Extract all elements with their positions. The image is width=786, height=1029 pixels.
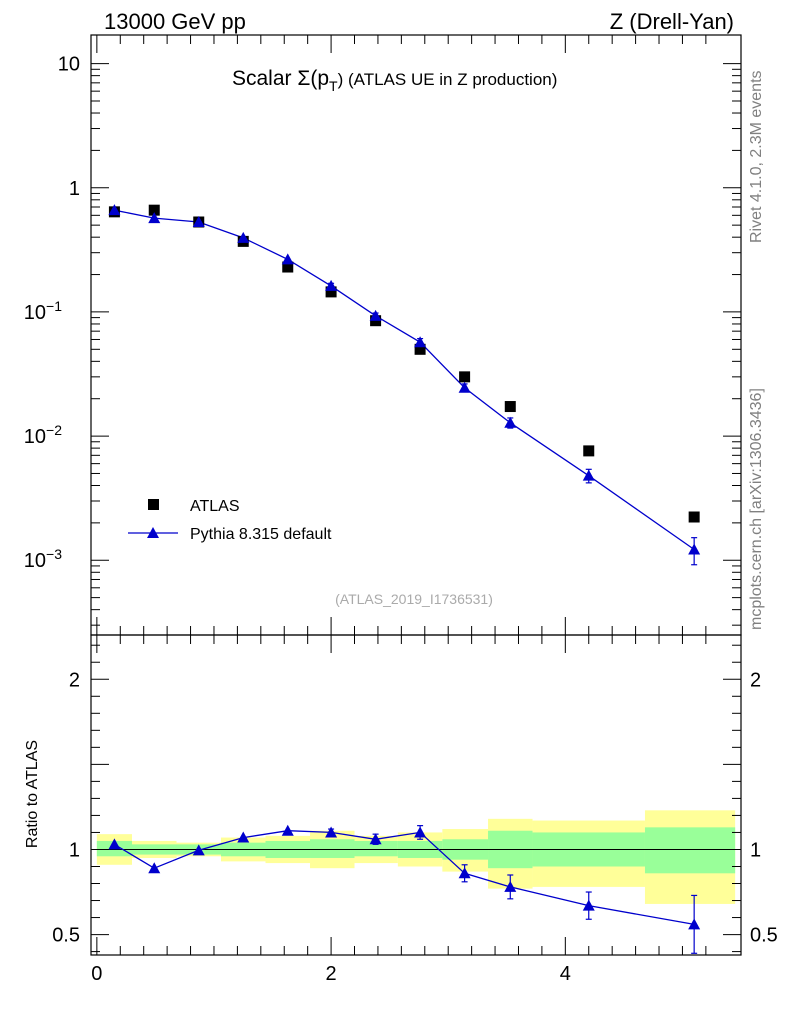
main-title-prefix: Scalar	[232, 67, 297, 90]
uncertainty-band-inner	[310, 839, 355, 858]
ratio-mc-point	[688, 918, 701, 930]
ratio-axis-ticks: 0.5 0.5 1 1 2 2	[52, 635, 778, 955]
x-tick-label: 4	[560, 963, 571, 985]
ratio-ylabel: Ratio to ATLAS	[24, 740, 41, 848]
ratio-bands	[96, 810, 736, 904]
ratio-y-tick-label-left: 0.5	[52, 925, 80, 947]
y-tick-label: 1	[69, 178, 80, 200]
data-point	[688, 511, 700, 523]
ratio-mc-point	[582, 899, 595, 911]
data-point	[583, 445, 595, 457]
ratio-mc-point	[148, 862, 161, 874]
legend-mc-label: Pythia 8.315 default	[190, 526, 332, 543]
mc-point	[237, 231, 250, 243]
ratio-mc-point	[369, 833, 382, 845]
mc-point	[414, 336, 427, 348]
mc-point	[108, 204, 121, 216]
ratio-panel-frame	[90, 634, 742, 956]
rivet-label: Rivet 4.1.0, 2.3M events	[748, 70, 765, 243]
data-point	[414, 343, 426, 355]
ratio-mc-point	[108, 838, 121, 850]
x-tick-labels: 0 2 4	[91, 963, 571, 985]
main-title-sub: T	[329, 78, 338, 94]
ratio-y-tick-label-left: 1	[69, 839, 80, 861]
data-point	[282, 261, 294, 273]
ratio-mc-point	[281, 824, 294, 836]
site-label: mcplots.cern.ch [arXiv:1306.3436]	[748, 388, 765, 630]
uncertainty-band-inner	[644, 827, 736, 874]
mc-point	[582, 469, 595, 481]
main-title-sigma: Σ(p	[297, 67, 329, 90]
ratio-mc-line	[114, 830, 695, 926]
data-point	[325, 286, 337, 298]
ratio-y-tick-label-right: 1	[750, 839, 761, 861]
mc-point	[281, 253, 294, 265]
mc-point	[369, 309, 382, 321]
mc-point	[148, 212, 161, 224]
legend-data-label: ATLAS	[190, 498, 240, 515]
y-tick-label: 10−2	[24, 422, 62, 448]
mc-point	[688, 543, 701, 555]
ratio-y-tick-label-right: 2	[750, 669, 761, 691]
data-point	[504, 401, 516, 413]
mc-point	[192, 216, 205, 228]
ratio-mc-point	[325, 826, 338, 838]
mc-point	[504, 416, 517, 428]
mc-line	[114, 209, 695, 551]
main-title-suffix: ) (ATLAS UE in Z production)	[338, 70, 558, 89]
ratio-mc-point	[414, 826, 427, 838]
ratio-mc-point	[504, 880, 517, 892]
legend-data-marker	[148, 499, 159, 510]
ratio-mc-point	[458, 867, 471, 879]
process-label: Z (Drell-Yan)	[610, 9, 734, 34]
uncertainty-band-inner	[354, 840, 398, 857]
data-point	[148, 204, 160, 216]
main-panel-frame	[90, 34, 742, 636]
mc-point	[325, 279, 338, 291]
ratio-mc-point	[192, 844, 205, 856]
data-point	[459, 371, 471, 383]
y-tick-label: 10	[58, 54, 80, 76]
main-title: Scalar Σ(pT) (ATLAS UE in Z production)	[232, 67, 557, 94]
mc-point	[458, 381, 471, 393]
ratio-y-tick-label-left: 2	[69, 669, 80, 691]
ratio-y-tick-label-right: 0.5	[750, 925, 778, 947]
analysis-id: (ATLAS_2019_I1736531)	[335, 591, 493, 607]
x-tick-label: 2	[326, 963, 337, 985]
y-tick-label: 10−3	[24, 546, 62, 572]
y-tick-label: 10−1	[24, 298, 62, 324]
legend-mc-marker	[147, 527, 159, 538]
main-panel-marks	[108, 204, 701, 566]
energy-label: 13000 GeV pp	[104, 9, 246, 34]
ratio-panel-marks	[91, 824, 741, 954]
ratio-mc-point	[237, 831, 250, 843]
main-axis-ticks: 10 1 10−1 10−2 10−3	[24, 35, 741, 635]
x-tick-label: 0	[91, 963, 102, 985]
